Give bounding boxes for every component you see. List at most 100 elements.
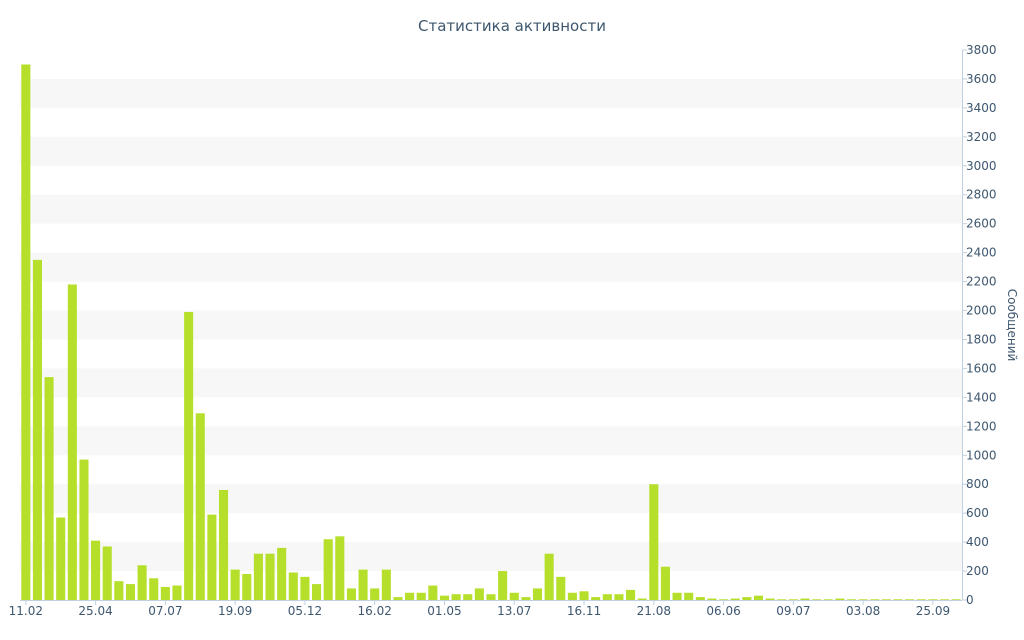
- bar: [137, 565, 147, 600]
- bar: [532, 588, 543, 600]
- y-tick-label: 3000: [966, 159, 997, 173]
- bar: [695, 597, 705, 600]
- bar: [591, 597, 601, 600]
- bar: [893, 599, 903, 600]
- bar: [858, 599, 868, 600]
- bar: [823, 599, 833, 600]
- y-axis: 0 200 400 600 800 1000 1200 1400 1600 1800 2000 220…: [962, 43, 997, 607]
- x-axis: 11.02 25.04 07.07 19.09 05.12 16.02 01.05 13.07…: [9, 600, 950, 618]
- bar: [521, 597, 531, 600]
- x-tick-label: 06.06: [706, 604, 740, 618]
- grid-band: [20, 484, 962, 514]
- x-tick-label: 16.11: [567, 604, 601, 618]
- y-tick-label: 2000: [966, 304, 997, 318]
- bar: [149, 578, 159, 600]
- y-tick-label: 200: [966, 564, 989, 578]
- grid-band: [20, 252, 962, 282]
- bar: [253, 553, 263, 600]
- bar: [393, 597, 403, 600]
- grid-band: [20, 426, 962, 456]
- bar: [195, 413, 205, 600]
- y-tick-label: 1600: [966, 361, 997, 375]
- y-tick-label: 800: [966, 477, 989, 491]
- bar: [218, 490, 229, 600]
- bar: [660, 566, 670, 600]
- x-tick-label: 25.04: [78, 604, 112, 618]
- bar: [370, 588, 380, 600]
- bar: [951, 599, 961, 600]
- bar: [637, 598, 647, 600]
- bar: [800, 598, 810, 600]
- bar-series: [21, 64, 961, 600]
- bar: [486, 594, 496, 600]
- y-tick-label: 3600: [966, 72, 997, 86]
- x-tick-label: 13.07: [497, 604, 531, 618]
- bar: [730, 598, 740, 600]
- bar: [428, 585, 438, 600]
- bar: [905, 599, 915, 600]
- x-tick-label: 09.07: [776, 604, 810, 618]
- bar: [707, 598, 717, 600]
- bar: [556, 576, 566, 600]
- grid-band: [20, 310, 962, 340]
- bar: [21, 64, 31, 600]
- bar: [323, 539, 333, 600]
- bar: [44, 377, 54, 600]
- bar: [812, 599, 822, 600]
- bar: [172, 585, 182, 600]
- bar: [207, 514, 217, 600]
- grid-band: [20, 136, 962, 166]
- bar: [242, 573, 252, 600]
- bar: [335, 536, 345, 600]
- bar: [160, 586, 170, 600]
- y-tick-label: 2200: [966, 275, 997, 289]
- y-tick-label: 3200: [966, 130, 997, 144]
- bar: [846, 599, 857, 600]
- bar: [788, 599, 798, 600]
- bar: [835, 598, 845, 600]
- x-tick-label: 21.08: [637, 604, 671, 618]
- x-tick-label: 16.02: [358, 604, 392, 618]
- bar: [777, 599, 787, 600]
- x-tick-label: 19.09: [218, 604, 252, 618]
- y-tick-label: 2400: [966, 246, 997, 260]
- x-tick-label: 01.05: [427, 604, 461, 618]
- bar: [684, 592, 694, 600]
- bar: [567, 592, 577, 600]
- bar: [114, 581, 124, 600]
- bar: [312, 584, 322, 600]
- grid-band: [20, 542, 962, 572]
- x-tick-label: 11.02: [9, 604, 43, 618]
- x-tick-label: 05.12: [288, 604, 322, 618]
- y-tick-label: 1000: [966, 448, 997, 462]
- bar: [300, 576, 310, 600]
- y-tick-label: 1400: [966, 390, 997, 404]
- bar: [405, 592, 415, 600]
- x-tick-label: 25.09: [916, 604, 950, 618]
- bar: [940, 599, 950, 600]
- bar: [928, 599, 938, 600]
- y-tick-label: 3400: [966, 101, 997, 115]
- y-tick-label: 400: [966, 535, 989, 549]
- bar: [79, 459, 89, 600]
- bar: [614, 594, 624, 600]
- bar: [463, 594, 473, 600]
- bar: [916, 599, 926, 600]
- bar: [32, 259, 42, 600]
- grid-band: [20, 78, 962, 108]
- bar: [184, 311, 194, 600]
- bar: [56, 517, 66, 600]
- y-tick-label: 0: [966, 593, 974, 607]
- bar: [102, 546, 112, 600]
- y-axis-title: Сообщений: [1005, 289, 1019, 362]
- y-tick-label: 1800: [966, 332, 997, 346]
- bar: [765, 598, 775, 600]
- bar: [265, 553, 275, 600]
- bar: [870, 599, 880, 600]
- grid-band: [20, 194, 962, 224]
- bar: [451, 594, 461, 600]
- bar: [67, 284, 77, 600]
- y-tick-label: 2600: [966, 217, 997, 231]
- y-tick-label: 1200: [966, 419, 997, 433]
